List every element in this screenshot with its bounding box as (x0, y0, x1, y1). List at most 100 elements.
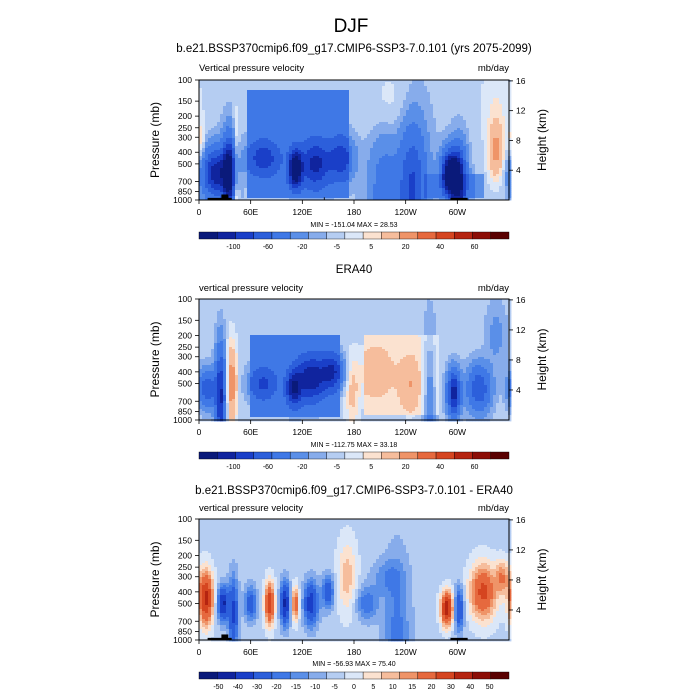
field-cell (436, 106, 440, 109)
field-cell (358, 122, 362, 125)
field-cell (343, 98, 347, 101)
field-cell (208, 86, 212, 89)
field-cell (445, 92, 449, 95)
field-cell (298, 84, 302, 87)
field-cell (490, 90, 494, 93)
field-cell (325, 102, 329, 105)
field-cell (271, 86, 275, 89)
field-cell (199, 84, 203, 87)
field-cell (265, 120, 269, 123)
field-cell (427, 94, 431, 97)
field-cell (439, 106, 443, 109)
field-cell (349, 80, 353, 83)
field-cell (382, 114, 386, 117)
field-cell (388, 92, 392, 95)
field-cell (223, 90, 227, 93)
field-cell (223, 92, 227, 95)
field-cell (397, 126, 401, 129)
field-cell (439, 82, 443, 85)
field-cell (232, 114, 236, 117)
field-cell (244, 126, 248, 129)
field-cell (373, 86, 377, 89)
field-cell (457, 100, 461, 103)
field-cell (484, 84, 488, 87)
field-cell (202, 124, 206, 127)
field-cell (466, 80, 470, 83)
field-cell (271, 82, 275, 85)
field-cell (307, 84, 311, 87)
field-cell (328, 102, 332, 105)
field-cell (229, 84, 233, 87)
field-cell (433, 88, 437, 91)
field-cell (445, 108, 449, 111)
field-cell (505, 84, 509, 87)
field-cell (361, 100, 365, 103)
field-cell (250, 126, 254, 129)
field-cell (502, 84, 506, 87)
field-cell (478, 108, 482, 111)
field-cell (310, 106, 314, 109)
field-cell (475, 88, 479, 91)
field-cell (457, 84, 461, 87)
field-cell (301, 94, 305, 97)
field-cell (412, 118, 416, 121)
field-cell (235, 86, 239, 89)
field-cell (427, 104, 431, 107)
field-cell (493, 94, 497, 97)
field-cell (289, 96, 293, 99)
field-cell (400, 84, 404, 87)
field-cell (499, 100, 503, 103)
field-cell (265, 116, 269, 119)
field-cell (370, 80, 374, 83)
field-cell (226, 82, 230, 85)
field-cell (496, 118, 500, 121)
field-cell (391, 126, 395, 129)
field-cell (223, 126, 227, 129)
field-cell (292, 120, 296, 123)
field-cell (313, 124, 317, 127)
field-cell (406, 118, 410, 121)
field-cell (223, 82, 227, 85)
field-cell (406, 112, 410, 115)
field-cell (469, 102, 473, 105)
field-cell (346, 84, 350, 87)
field-cell (352, 124, 356, 127)
field-cell (412, 98, 416, 101)
field-cell (340, 88, 344, 91)
field-cell (454, 126, 458, 129)
field-cell (325, 80, 329, 83)
field-cell (400, 86, 404, 89)
field-cell (202, 112, 206, 115)
field-cell (445, 116, 449, 119)
field-cell (364, 108, 368, 111)
field-cell (229, 124, 233, 127)
field-cell (316, 84, 320, 87)
field-cell (421, 104, 425, 107)
field-cell (307, 80, 311, 83)
field-cell (334, 80, 338, 83)
field-cell (469, 124, 473, 127)
field-cell (310, 96, 314, 99)
field-cell (295, 114, 299, 117)
field-cell (364, 110, 368, 113)
field-cell (352, 126, 356, 129)
field-cell (226, 112, 230, 115)
field-cell (460, 98, 464, 101)
field-cell (298, 92, 302, 95)
field-cell (415, 86, 419, 89)
field-cell (385, 108, 389, 111)
field-cell (310, 88, 314, 91)
field-cell (319, 106, 323, 109)
field-cell (361, 80, 365, 83)
field-cell (388, 94, 392, 97)
field-cell (220, 96, 224, 99)
field-cell (271, 110, 275, 113)
field-cell (262, 104, 266, 107)
field-cell (235, 82, 239, 85)
field-cell (487, 96, 491, 99)
field-cell (430, 116, 434, 119)
field-cell (397, 100, 401, 103)
field-cell (325, 124, 329, 127)
field-cell (238, 84, 242, 87)
field-cell (460, 114, 464, 117)
